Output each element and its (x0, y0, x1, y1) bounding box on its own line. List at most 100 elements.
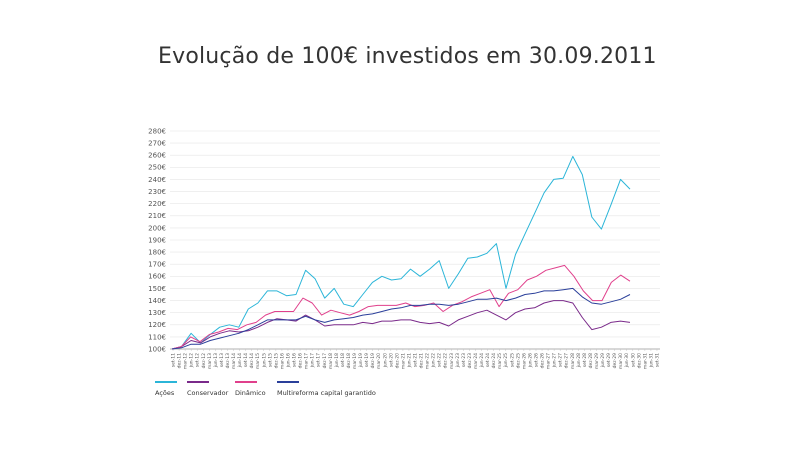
x-tick-label: set-14 (243, 353, 249, 367)
series-line-din-mico (171, 264, 631, 350)
x-tick-label: dez-16 (298, 353, 304, 368)
x-tick-label: mar-16 (279, 353, 285, 369)
x-tick-label: dez-27 (564, 353, 570, 368)
x-tick-label: dez-26 (540, 353, 546, 368)
x-tick-label: jun-13 (213, 353, 219, 368)
x-tick-label: dez-22 (443, 353, 449, 368)
x-tick-label: set-22 (437, 353, 443, 367)
y-tick-label: 100€ (148, 345, 166, 353)
y-tick-label: 240€ (148, 176, 166, 184)
x-tick-label: set-30 (630, 353, 636, 367)
x-tick-label: jun-20 (382, 353, 388, 368)
x-tick-label: set-17 (316, 353, 322, 367)
x-tick-label: set-31 (654, 353, 660, 367)
x-tick-label: set-16 (292, 353, 298, 367)
x-tick-label: mar-26 (521, 353, 527, 369)
x-tick-label: dez-15 (273, 353, 279, 368)
y-tick-label: 210€ (148, 212, 166, 220)
x-tick-label: set-25 (509, 353, 515, 367)
legend-swatch-multireforma (277, 381, 299, 383)
x-tick-label: set-27 (558, 353, 564, 367)
x-tick-label: mar-13 (207, 353, 213, 369)
legend-label-conservador: Conservador (187, 389, 229, 397)
x-tick-label: dez-29 (612, 353, 618, 368)
y-tick-label: 260€ (148, 152, 166, 160)
y-tick-label: 270€ (148, 140, 166, 148)
series-line-a-es (171, 155, 631, 350)
x-tick-label: set-18 (340, 353, 346, 367)
x-tick-label: dez-11 (177, 353, 183, 368)
x-tick-label: dez-25 (515, 353, 521, 368)
series-line-multireforma-capital-garantido (171, 287, 631, 350)
x-tick-label: set-24 (485, 353, 491, 367)
x-tick-label: dez-19 (370, 353, 376, 368)
legend-swatch-acoes (155, 381, 177, 383)
x-tick-label: jun-24 (479, 353, 485, 368)
x-tick-label: jun-27 (552, 353, 558, 368)
x-tick-label: jun-18 (334, 353, 340, 368)
legend-swatch-dinamico (235, 381, 257, 383)
x-tick-label: set-26 (533, 353, 539, 367)
y-tick-label: 200€ (148, 224, 166, 232)
x-tick-label: mar-18 (328, 353, 334, 369)
x-tick-label: mar-29 (594, 353, 600, 369)
y-tick-label: 160€ (148, 273, 166, 281)
x-tick-label: jun-21 (406, 353, 412, 368)
x-tick-label: dez-24 (491, 353, 497, 368)
x-tick-label: set-23 (461, 353, 467, 367)
series-lines (171, 155, 631, 350)
x-tick-label: mar-15 (255, 353, 261, 369)
x-tick-label: jun-28 (576, 353, 582, 368)
x-tick-label: dez-12 (201, 353, 207, 368)
y-tick-label: 170€ (148, 261, 166, 269)
x-tick-label: dez-18 (346, 353, 352, 368)
x-tick-label: dez-20 (394, 353, 400, 368)
x-tick-label: set-19 (364, 353, 370, 367)
x-tick-label: set-15 (267, 353, 273, 367)
chart-title: Evolução de 100€ investidos em 30.09.201… (158, 44, 657, 69)
x-tick-label: mar-25 (497, 353, 503, 369)
x-tick-label: dez-13 (225, 353, 231, 368)
x-tick-label: mar-12 (183, 353, 189, 369)
x-tick-label: mar-22 (425, 353, 431, 369)
y-tick-label: 150€ (148, 285, 166, 293)
x-tick-label: mar-31 (642, 353, 648, 369)
x-tick-label: mar-21 (400, 353, 406, 369)
x-tick-label: mar-28 (570, 353, 576, 369)
y-axis-ticks: 100€ 110€ 120€ 130€ 140€ 150€ 160€ 170€ 180€ 190€… (148, 127, 166, 353)
y-tick-label: 250€ (148, 164, 166, 172)
legend-label-acoes: Ações (155, 389, 175, 397)
legend-label-multireforma: Multireforma capital garantido (277, 389, 376, 397)
x-axis-ticks: set-11 dez-11 mar-12 jun-12 set-12 dez-12 mar-… (171, 349, 660, 369)
x-tick-label: mar-30 (618, 353, 624, 369)
x-tick-label: mar-17 (304, 353, 310, 369)
x-tick-label: dez-30 (636, 353, 642, 368)
y-tick-label: 220€ (148, 200, 166, 208)
x-tick-label: jun-12 (189, 353, 195, 368)
x-tick-label: set-13 (219, 353, 225, 367)
x-tick-label: dez-28 (588, 353, 594, 368)
x-tick-label: mar-19 (352, 353, 358, 369)
x-tick-label: set-29 (606, 353, 612, 367)
x-tick-label: jun-26 (527, 353, 533, 368)
x-tick-label: set-28 (582, 353, 588, 367)
legend-label-dinamico: Dinâmico (235, 389, 266, 397)
x-tick-label: dez-14 (249, 353, 255, 368)
y-tick-label: 120€ (148, 321, 166, 329)
x-tick-label: jun-23 (455, 353, 461, 368)
x-tick-label: jun-29 (600, 353, 606, 368)
x-tick-label: mar-27 (546, 353, 552, 369)
x-tick-label: set-21 (413, 353, 419, 367)
y-tick-label: 280€ (148, 127, 166, 135)
x-tick-label: mar-20 (376, 353, 382, 369)
x-tick-label: set-11 (171, 353, 177, 367)
x-tick-label: mar-24 (473, 353, 479, 369)
x-tick-label: jun-25 (503, 353, 509, 368)
x-tick-label: jun-22 (431, 353, 437, 368)
x-tick-label: dez-21 (419, 353, 425, 368)
x-tick-label: jun-31 (648, 353, 654, 368)
x-tick-label: dez-23 (467, 353, 473, 368)
series-line-conservador (171, 300, 631, 350)
y-tick-label: 140€ (148, 297, 166, 305)
